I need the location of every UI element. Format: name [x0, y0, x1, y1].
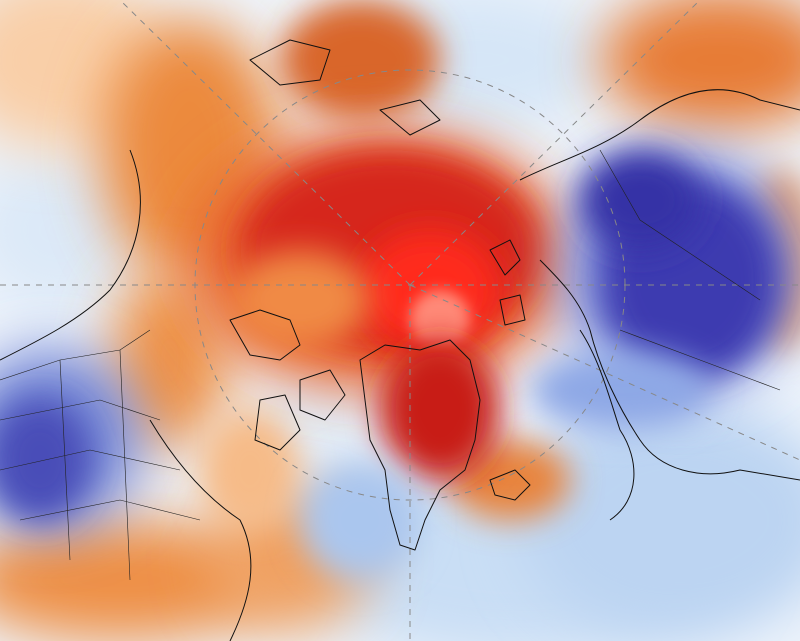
- coastlines: [0, 39, 800, 641]
- borders: [0, 149, 781, 581]
